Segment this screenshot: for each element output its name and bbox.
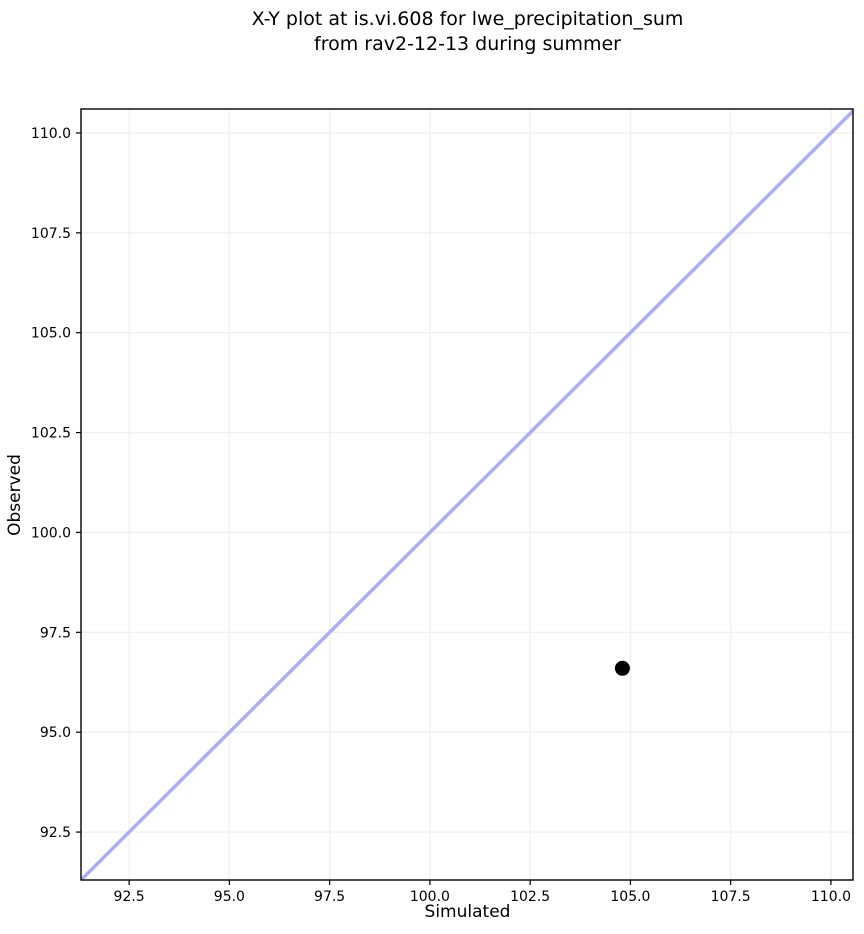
x-tick-label: 95.0 — [214, 889, 245, 905]
x-tick-label: 102.5 — [510, 889, 550, 905]
x-tick-label: 92.5 — [114, 889, 145, 905]
x-tick-label: 105.0 — [610, 889, 650, 905]
y-tick-label: 95.0 — [40, 725, 71, 741]
y-tick-label: 110.0 — [31, 126, 71, 142]
x-tick-label: 110.0 — [811, 889, 851, 905]
chart-title-line-2: from rav2-12-13 during summer — [314, 33, 621, 56]
x-tick-label: 100.0 — [410, 889, 450, 905]
x-tick-label: 107.5 — [711, 889, 751, 905]
x-tick-label: 97.5 — [314, 889, 345, 905]
y-tick-label: 92.5 — [40, 825, 71, 841]
chart-title-line-1: X-Y plot at is.vi.608 for lwe_precipitat… — [251, 8, 684, 30]
y-tick-label: 105.0 — [31, 326, 71, 342]
y-tick-label: 102.5 — [31, 426, 71, 442]
x-axis-label: Simulated — [424, 902, 511, 922]
plot-border — [80, 108, 854, 881]
y-tick-label: 97.5 — [40, 625, 71, 641]
data-point — [614, 660, 630, 676]
y-tick-label: 100.0 — [31, 525, 71, 541]
identity-line — [81, 109, 853, 880]
chart-title: X-Y plot at is.vi.608 for lwe_precipitat… — [81, 7, 854, 57]
y-tick-label: 107.5 — [31, 226, 71, 242]
y-axis-label: Observed — [5, 454, 25, 536]
